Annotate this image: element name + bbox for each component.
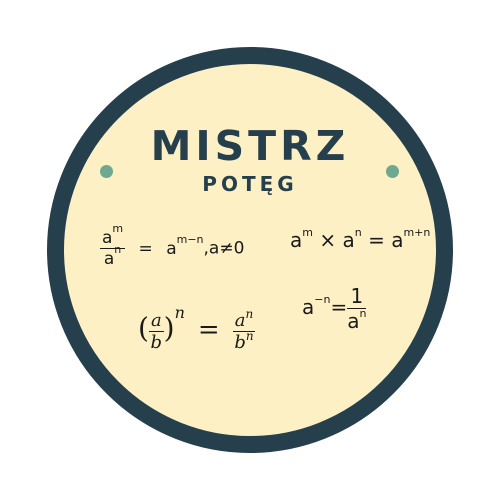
division-result: am−n: [166, 232, 204, 259]
equals-sign: =: [197, 314, 220, 345]
fraction-power-formula: ( a b )n = an bn: [138, 302, 256, 353]
equals-sign: =: [330, 295, 348, 319]
negative-exponent-fraction: 1 an: [347, 284, 367, 333]
division-condition: ,a≠0: [203, 238, 245, 259]
negative-exponent-formula: a−n= 1 an: [302, 284, 367, 333]
badge-subtitle: POTĘG: [202, 172, 298, 196]
multiplication-formula: am × an = am+n: [290, 226, 431, 252]
left-dot-decoration: [100, 165, 113, 178]
equals-sign: =: [368, 228, 385, 252]
division-denominator: an: [103, 243, 122, 269]
fraction-power-result: an bn: [232, 307, 256, 353]
division-fraction: am an: [100, 222, 126, 269]
division-formula: am an = am−n,a≠0: [100, 222, 245, 269]
division-numerator: am: [100, 222, 126, 249]
badge-title: MISTRZ: [150, 122, 350, 170]
equals-sign: =: [138, 238, 153, 259]
times-sign: ×: [319, 228, 337, 252]
fraction-power-base: a b: [148, 310, 164, 353]
fraction-power-exponent: n: [174, 302, 185, 322]
right-dot-decoration: [386, 165, 399, 178]
